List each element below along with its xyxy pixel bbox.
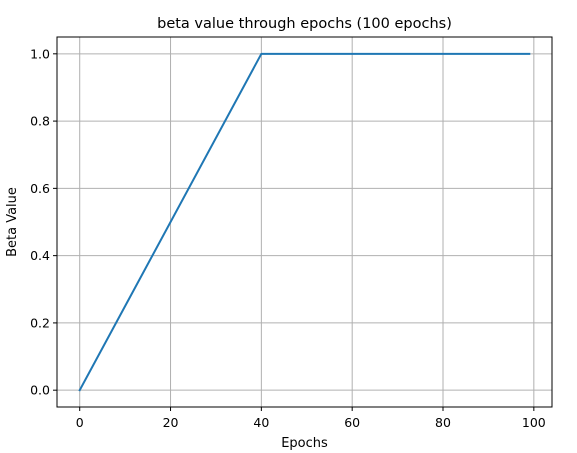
y-axis-label: Beta Value xyxy=(5,187,20,257)
x-tick-label: 0 xyxy=(76,415,84,430)
y-tick-label: 1.0 xyxy=(30,46,50,61)
y-tick-label: 0.4 xyxy=(30,248,50,263)
axes-frame xyxy=(56,36,553,408)
grid xyxy=(57,37,552,407)
x-tick-label: 100 xyxy=(522,415,546,430)
chart-title: beta value through epochs (100 epochs) xyxy=(157,16,452,32)
y-tick-label: 0.6 xyxy=(30,181,50,196)
x-tick-label: 80 xyxy=(435,415,451,430)
y-tick-label: 0.8 xyxy=(30,114,50,129)
x-tick-label: 60 xyxy=(344,415,360,430)
y-tick-label: 0.2 xyxy=(30,315,50,330)
y-tick-label: 0.0 xyxy=(30,383,50,398)
series-layer xyxy=(78,52,531,392)
y-axis-ticks: 0.0 0.2 0.4 0.6 0.8 1.0 xyxy=(30,46,57,398)
x-axis-ticks: 0 20 40 60 80 100 xyxy=(76,407,546,430)
x-tick-label: 40 xyxy=(253,415,269,430)
series-line xyxy=(78,52,531,392)
x-axis-label: Epochs xyxy=(281,436,328,451)
x-tick-label: 20 xyxy=(163,415,179,430)
